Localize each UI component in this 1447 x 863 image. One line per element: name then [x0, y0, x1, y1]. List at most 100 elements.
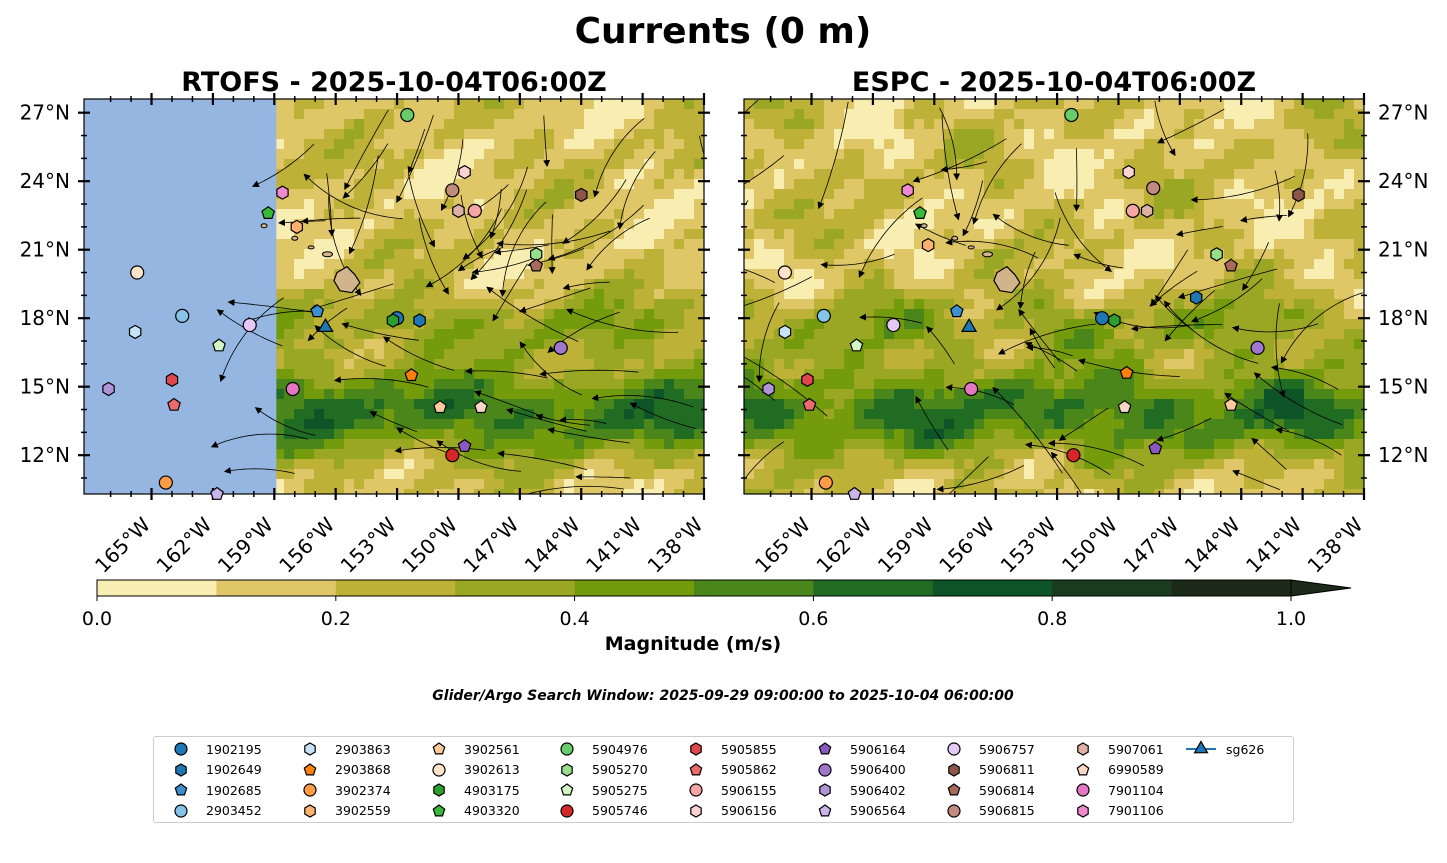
streamline: [243, 310, 322, 324]
legend-item-5905270: 5905270: [552, 761, 648, 779]
legend-marker: [303, 783, 317, 797]
legend-marker: [1077, 803, 1089, 818]
streamline: [486, 286, 579, 342]
colorbar-tick-label: 0.4: [559, 608, 589, 630]
streamline: [972, 143, 1022, 225]
x-tick-label: 147°W: [458, 512, 523, 577]
x-tick-label: 156°W: [934, 512, 999, 577]
legend-marker: [818, 803, 832, 816]
legend-swatch: [819, 783, 831, 797]
legend-item-5906814: 5906814: [939, 781, 1035, 799]
streamline: [1150, 249, 1189, 307]
y-tick-label: 18°N: [1378, 306, 1428, 330]
marker-7901104: [285, 381, 300, 397]
marker-5906402: [762, 381, 775, 397]
legend-item-sg626: sg626: [1186, 740, 1264, 758]
speed-field: [84, 99, 704, 494]
x-tick-label: 159°W: [873, 512, 938, 577]
streamline: [1048, 439, 1144, 467]
streamline: [464, 367, 548, 379]
marker-7901106: [276, 185, 289, 200]
colorbar-segment: [1052, 580, 1173, 596]
legend-item-3902559: 3902559: [295, 802, 391, 820]
legend-item-5906402: 5906402: [810, 781, 906, 799]
legend-item-4903320: 4903320: [424, 802, 520, 820]
marker-7901104: [964, 381, 979, 397]
legend-label: 5906164: [850, 741, 906, 757]
marker-3902559: [921, 237, 935, 253]
legend-marker: [947, 783, 961, 796]
streamline: [1163, 300, 1259, 364]
island: [951, 235, 959, 241]
legend-swatch: [560, 742, 574, 756]
marker-4903175: [386, 313, 400, 328]
legend-marker: [432, 762, 446, 777]
streamline: [915, 395, 949, 451]
streamline: [1231, 323, 1319, 333]
masked-region: [84, 99, 277, 494]
streamline: [1073, 253, 1123, 269]
x-tick-label: 153°W: [996, 512, 1061, 577]
legend-marker: [690, 742, 702, 756]
legend-swatch: [174, 783, 188, 796]
marker-5905270: [1210, 247, 1223, 262]
streamline: [617, 151, 656, 230]
x-tick-label: 162°W: [811, 512, 876, 577]
legend-item-5905862: 5905862: [681, 761, 777, 779]
legend-label: 5905746: [592, 803, 648, 818]
streamline: [1242, 242, 1269, 291]
streamline: [333, 376, 429, 388]
legend-item-1902195: 1902195: [166, 740, 262, 758]
legend-swatch: [947, 803, 961, 818]
legend-label: 3902559: [335, 803, 391, 818]
streamline: [425, 208, 502, 288]
espc-panel: ESPC - 2025-10-04T06:00Z165°W162°W159°W1…: [738, 67, 1428, 578]
x-tick-label: 138°W: [643, 512, 708, 577]
legend-marker: [690, 803, 702, 818]
legend-swatch: [432, 742, 446, 755]
legend-label: 5905855: [721, 741, 777, 757]
legend-swatch: [304, 742, 316, 756]
legend-marker: [1076, 783, 1090, 797]
streamline: [219, 297, 284, 383]
marker-5906564: [210, 486, 224, 500]
y-tick-label: 21°N: [1378, 238, 1428, 262]
streamline: [303, 173, 403, 220]
island: [920, 223, 928, 229]
float-markers: [762, 107, 1305, 500]
panel-title: ESPC - 2025-10-04T06:00Z: [852, 67, 1256, 98]
legend-marker: [175, 762, 187, 777]
streamline: [251, 143, 315, 187]
marker-5904976: [1064, 107, 1079, 123]
legend-label: 2903452: [206, 803, 262, 818]
legend-label: 5904976: [592, 741, 648, 757]
colorbar-tick-label: 0.8: [1037, 608, 1067, 630]
hawaiian-islands: [920, 223, 1021, 294]
marker-5906815: [1146, 180, 1161, 196]
streamline: [462, 166, 528, 260]
marker-5906164: [457, 438, 472, 452]
marker-5906155: [1125, 203, 1140, 218]
search-window-caption: Glider/Argo Search Window: 2025-09-29 09…: [432, 688, 1014, 704]
marker-5905275: [212, 338, 226, 352]
marker-5906156: [1122, 164, 1135, 180]
marker-6990589: [1117, 399, 1132, 414]
marker-3902374: [818, 475, 833, 490]
streamline: [326, 173, 336, 237]
streamline: [519, 341, 583, 396]
legend-marker: [947, 803, 961, 818]
streamline: [344, 109, 389, 191]
legend-item-7901104: 7901104: [1068, 781, 1164, 799]
marker-5906815: [445, 183, 460, 198]
streamline: [493, 244, 549, 256]
marker-3902613: [777, 265, 793, 280]
legend-swatch: [818, 803, 832, 816]
legend-label: 5906564: [850, 803, 906, 818]
legend-swatch: [560, 803, 574, 818]
colorbar-tick-label: 0.2: [321, 608, 351, 630]
streamline: [744, 155, 785, 185]
streamline: [945, 384, 1015, 406]
streamline: [744, 276, 813, 307]
y-tick-label: 24°N: [1378, 169, 1428, 193]
legend-swatch: [1077, 803, 1089, 818]
